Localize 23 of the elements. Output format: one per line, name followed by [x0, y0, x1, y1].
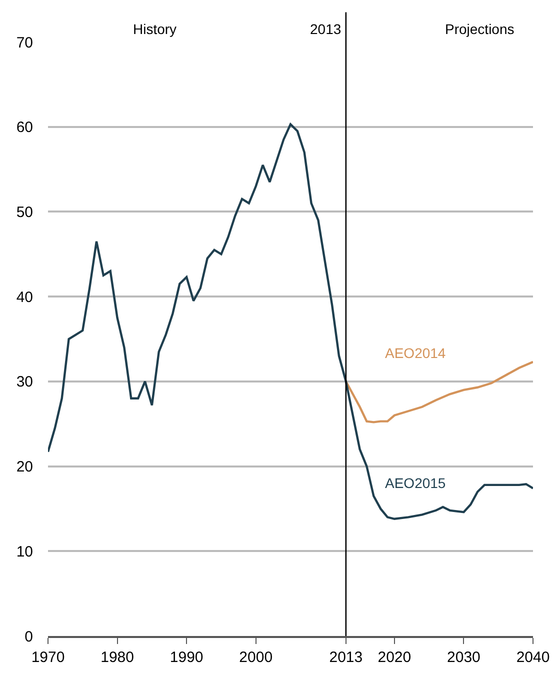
y-tick-label: 60 — [16, 119, 33, 136]
y-tick-label: 40 — [16, 288, 33, 306]
x-tick-label: 2040 — [516, 649, 550, 666]
y-tick-label: 30 — [16, 374, 33, 391]
y-tick-label: 10 — [16, 543, 33, 560]
text: AEO2014 — [385, 345, 446, 361]
ref-line-label: 2013 — [310, 21, 342, 37]
x-tick-label: 1970 — [31, 649, 65, 666]
x-tick-label: 2030 — [447, 649, 480, 666]
x-tick-label: 2013 — [329, 649, 363, 666]
line-series — [48, 123, 533, 520]
x-tick-label: 1980 — [100, 649, 134, 666]
text: Projections — [445, 21, 514, 37]
x-tick-label: 1990 — [170, 649, 204, 666]
y-tick-label: 50 — [16, 204, 33, 221]
y-tick-label: 0 — [24, 628, 33, 646]
y-tick-label: 70 — [16, 34, 33, 52]
y-tick-label: 20 — [16, 458, 33, 476]
line-series — [344, 360, 533, 424]
x-tick-label: 2000 — [239, 649, 273, 666]
series-label: AEO2015 — [385, 475, 446, 491]
x-tick-label: 2020 — [378, 649, 412, 666]
text: History — [133, 21, 177, 37]
